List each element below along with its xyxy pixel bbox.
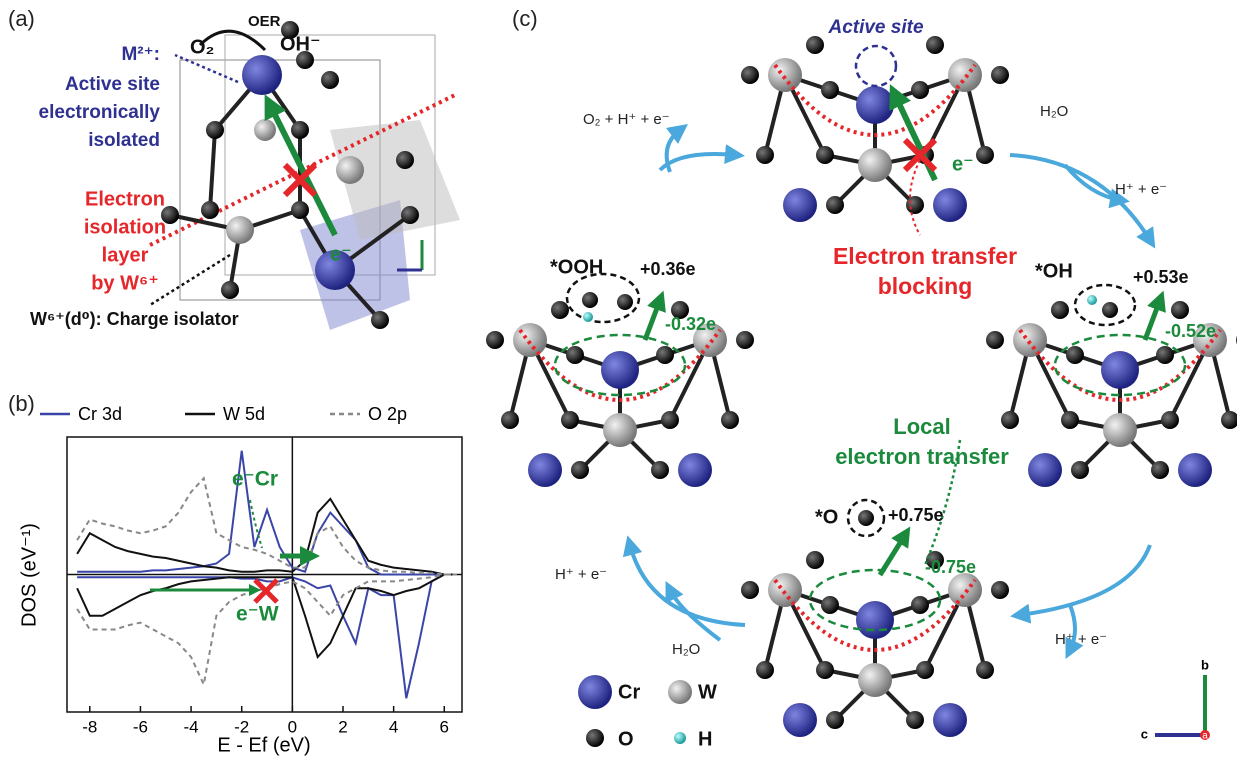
panel-label: (c) (512, 6, 538, 31)
axis-letter: a (1202, 731, 1208, 742)
label: +0.36e (640, 259, 696, 279)
dos-chart (66, 436, 463, 713)
label: Local (893, 414, 950, 439)
x-tick-label: -2 (234, 717, 249, 736)
label: W⁶⁺(d⁰): Charge isolator (30, 309, 239, 329)
dos-annotations (150, 499, 320, 604)
label: -0.52e (1165, 321, 1216, 341)
label: -0.75e (925, 557, 976, 577)
dos-curve (76, 497, 457, 576)
legend-label: Cr (618, 681, 640, 703)
dos-curve (76, 573, 457, 659)
label: e⁻ (952, 153, 974, 175)
legend-label: Cr 3d (78, 404, 122, 424)
label: isolated (88, 130, 160, 151)
panel-label: (a) (8, 6, 35, 31)
x-axis-label: E - Ef (eV) (217, 734, 310, 756)
structure (739, 549, 1011, 739)
legend-label: O 2p (368, 404, 407, 424)
label: Electron transfer (833, 243, 1017, 269)
label: isolation (84, 216, 166, 238)
label: O₂ (190, 36, 214, 58)
label: *OOH (550, 256, 603, 278)
structure-a (149, 21, 460, 330)
structure (739, 34, 1011, 224)
label: layer (102, 244, 149, 266)
y-axis-label: DOS (eV⁻¹) (18, 523, 40, 627)
cycle-arrows (622, 123, 1156, 659)
x-tick-label: -6 (133, 717, 148, 736)
x-tick-label: 4 (389, 717, 398, 736)
label: H⁺ + e⁻ (1055, 631, 1107, 648)
legend-label: W (698, 681, 717, 703)
label: +0.53e (1133, 267, 1189, 287)
label: M²⁺: (121, 44, 160, 65)
axes-indicator (397, 240, 1210, 740)
label: OER (248, 13, 281, 30)
label: Active site (827, 17, 923, 38)
label: *O (815, 506, 838, 528)
label: Active site (65, 74, 160, 95)
label: H₂O (1040, 103, 1068, 120)
adsorbates (553, 44, 1187, 632)
axis-letter: b (1201, 657, 1209, 672)
legend-label: W 5d (223, 404, 265, 424)
x-tick-label: -4 (184, 717, 199, 736)
label: O₂ + H⁺ + e⁻ (583, 111, 670, 128)
annotation: e⁻Cr (232, 468, 278, 491)
label: by W⁶⁺ (91, 272, 159, 294)
legend-label: O (618, 728, 634, 750)
label: -0.32e (665, 314, 716, 334)
label: OH⁻ (280, 33, 321, 55)
label: H⁺ + e⁻ (555, 566, 607, 583)
label: H₂O (672, 641, 700, 658)
panel-label: (b) (8, 391, 35, 416)
x-tick-label: 2 (338, 717, 347, 736)
label: +0.75e (888, 505, 944, 525)
dos-curve (77, 450, 457, 576)
label: electron transfer (835, 444, 1009, 469)
legend-label: H (698, 728, 712, 750)
dos-curve (76, 476, 457, 576)
annotation: e⁻W (236, 603, 279, 626)
axis-letter: c (1141, 726, 1148, 741)
x-tick-label: 6 (440, 717, 449, 736)
label: *OH (1035, 260, 1073, 282)
label: Electron (85, 188, 165, 210)
label: e⁻ (330, 243, 352, 265)
label: H⁺ + e⁻ (1115, 181, 1167, 198)
x-tick-label: 0 (288, 717, 297, 736)
atom-legend (578, 675, 692, 747)
label: blocking (878, 273, 973, 299)
label: electronically (39, 102, 161, 123)
x-tick-label: -8 (82, 717, 97, 736)
